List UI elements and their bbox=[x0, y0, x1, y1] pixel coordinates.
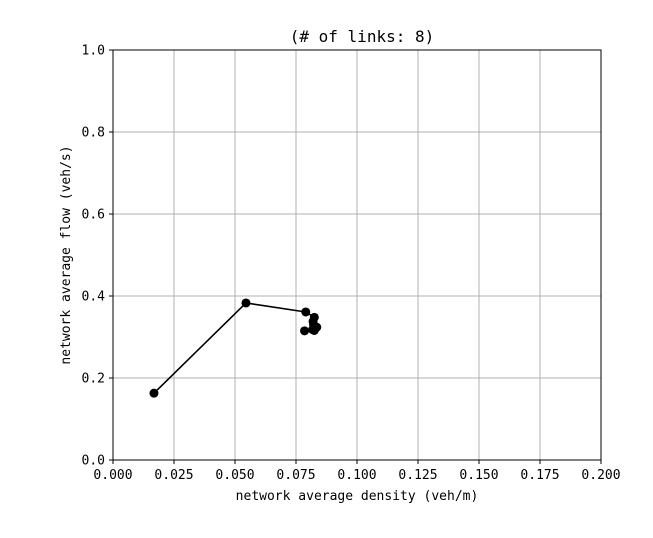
y-tick-label: 0.8 bbox=[82, 126, 105, 141]
x-tick-label: 0.150 bbox=[459, 468, 498, 483]
x-tick-label: 0.000 bbox=[93, 468, 132, 483]
data-point bbox=[241, 298, 251, 308]
grid bbox=[112, 49, 602, 461]
y-tick-label: 1.0 bbox=[82, 44, 105, 59]
data-series bbox=[149, 298, 322, 398]
y-tick-label: 0.6 bbox=[82, 208, 105, 223]
data-point bbox=[301, 307, 311, 317]
y-tick-label: 0.0 bbox=[82, 454, 105, 469]
chart-title: (# of links: 8) bbox=[290, 27, 435, 46]
x-axis-label: network average density (veh/m) bbox=[236, 489, 479, 504]
y-tick-label: 0.2 bbox=[82, 372, 105, 387]
x-tick-label: 0.050 bbox=[215, 468, 254, 483]
data-point bbox=[149, 388, 159, 398]
y-axis-label: network average flow (veh/s) bbox=[59, 145, 74, 364]
y-tick-label: 0.4 bbox=[82, 290, 106, 305]
data-point bbox=[300, 326, 310, 336]
data-point bbox=[309, 325, 319, 335]
plot-frame bbox=[112, 49, 602, 461]
x-tick-label: 0.025 bbox=[154, 468, 193, 483]
x-tick-label: 0.125 bbox=[398, 468, 437, 483]
x-tick-label: 0.075 bbox=[276, 468, 315, 483]
x-tick-label: 0.100 bbox=[337, 468, 376, 483]
x-tick-label: 0.175 bbox=[520, 468, 559, 483]
axis-ticks: 0.000 0.025 0.050 0.075 0.100 0.125 0.150 0.175… bbox=[82, 44, 621, 484]
x-tick-label: 0.200 bbox=[581, 468, 620, 483]
